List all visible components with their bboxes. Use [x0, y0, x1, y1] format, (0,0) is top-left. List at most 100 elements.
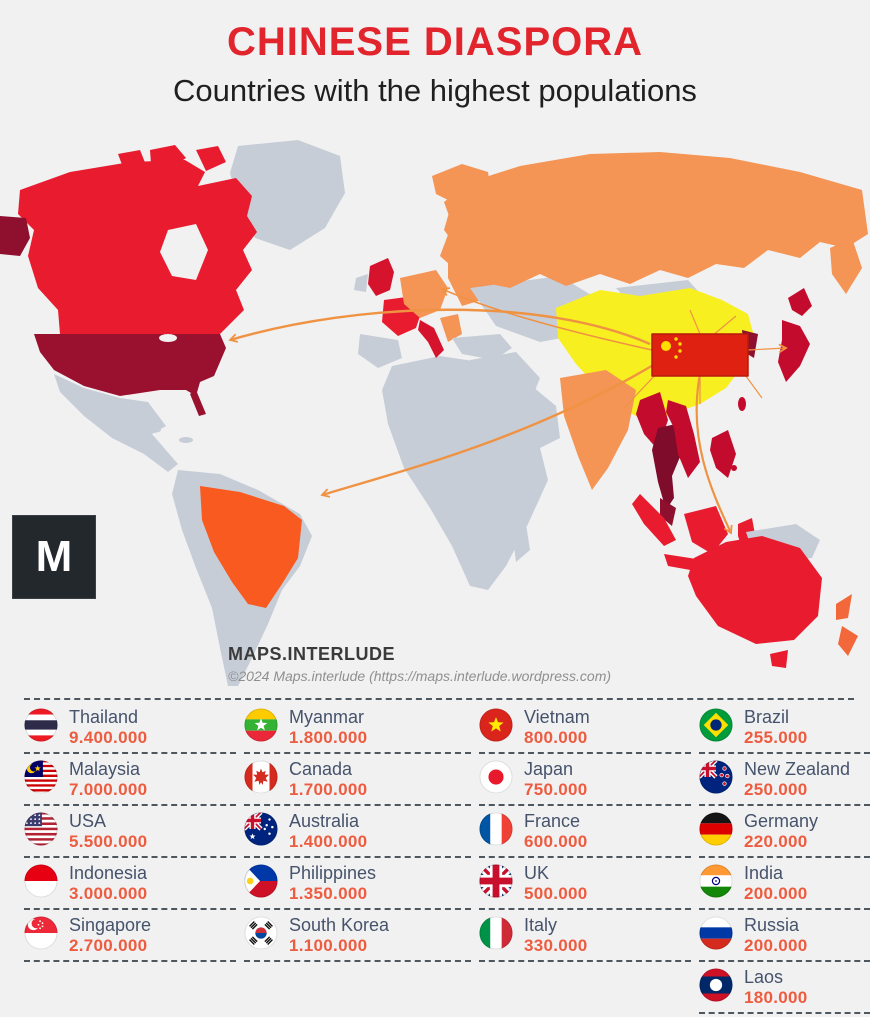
- map-region-alaska: [0, 216, 30, 256]
- country-value: 1.800.000: [289, 727, 368, 747]
- laos-flag-icon: [699, 967, 733, 1007]
- map-region-central-europe: [400, 270, 448, 318]
- country-name: South Korea: [289, 914, 390, 935]
- map-region-middle-east: [470, 352, 540, 420]
- legend-item: Vietnam 800.000: [479, 702, 691, 754]
- legend-item: Thailand 9.400.000: [24, 702, 236, 754]
- country-name: India: [744, 862, 784, 883]
- country-name: Vietnam: [524, 706, 590, 727]
- map-country-russia: [440, 152, 868, 294]
- country-value: 9.400.000: [69, 727, 148, 747]
- map-country-uk: [368, 258, 394, 296]
- country-name: Thailand: [69, 706, 139, 727]
- country-name: Malaysia: [69, 758, 141, 779]
- page-title: CHINESE DIASPORA: [226, 20, 644, 64]
- legend-item: Malaysia 7.000.000: [24, 754, 236, 806]
- legend-item: Germany 220.000: [699, 806, 870, 858]
- map-country-canada: [18, 145, 257, 334]
- country-value: 330.000: [524, 935, 588, 955]
- legend-item: Brazil 255.000: [699, 702, 870, 754]
- germany-flag-icon: [699, 811, 733, 851]
- france-flag-icon: [479, 811, 513, 851]
- legend-item: France 600.000: [479, 806, 691, 858]
- legend-item: India 200.000: [699, 858, 870, 910]
- legend-item: Singapore 2.700.000: [24, 910, 236, 962]
- india-flag-icon: [699, 863, 733, 903]
- migration-arrows: [228, 287, 788, 535]
- usa-flag-icon: [24, 811, 58, 851]
- japan-flag-icon: [479, 759, 513, 799]
- legend-grid: Thailand 9.400.000 Myanmar 1.800.000 Vietnam…: [24, 702, 870, 1014]
- country-value: 2.700.000: [69, 935, 148, 955]
- legend-item: UK 500.000: [479, 858, 691, 910]
- page-subtitle: Countries with the highest populations: [173, 73, 697, 108]
- china-flag-marker: [651, 333, 749, 377]
- philippines-flag-icon: [244, 863, 278, 903]
- thailand-flag-icon: [24, 707, 58, 747]
- country-value: 5.500.000: [69, 831, 148, 851]
- country-value: 1.350.000: [289, 883, 368, 903]
- legend-top-divider: [24, 698, 854, 700]
- vietnam-flag-icon: [479, 707, 513, 747]
- legend-item: USA 5.500.000: [24, 806, 236, 858]
- country-value: 200.000: [744, 883, 808, 903]
- map-country-australia: [688, 536, 822, 668]
- map-region-iberia: [358, 334, 402, 368]
- map-country-usa: [34, 334, 226, 416]
- legend-item: Indonesia 3.000.000: [24, 858, 236, 910]
- country-value: 250.000: [744, 779, 808, 799]
- country-name: Italy: [524, 914, 558, 935]
- country-value: 7.000.000: [69, 779, 148, 799]
- russia-flag-icon: [699, 915, 733, 955]
- country-value: 500.000: [524, 883, 588, 903]
- country-name: USA: [69, 810, 107, 831]
- legend-item: Italy 330.000: [479, 910, 691, 962]
- country-value: 1.400.000: [289, 831, 368, 851]
- country-name: New Zealand: [744, 758, 851, 779]
- singapore-flag-icon: [24, 915, 58, 955]
- attribution-copyright: ©2024 Maps.interlude (https://maps.inter…: [228, 668, 612, 684]
- map-country-new-zealand: [836, 594, 858, 656]
- legend-item: Canada 1.700.000: [244, 754, 471, 806]
- maps-interlude-logo: M: [12, 515, 96, 599]
- myanmar-flag-icon: [244, 707, 278, 747]
- indonesia-flag-icon: [24, 863, 58, 903]
- country-value: 1.700.000: [289, 779, 368, 799]
- map-region-africa: [382, 356, 560, 590]
- country-value: 180.000: [744, 987, 808, 1007]
- country-name: Philippines: [289, 862, 377, 883]
- uk-flag-icon: [479, 863, 513, 903]
- map-country-brazil: [200, 486, 302, 608]
- malaysia-flag-icon: [24, 759, 58, 799]
- country-value: 3.000.000: [69, 883, 148, 903]
- legend-item: Australia 1.400.000: [244, 806, 471, 858]
- country-name: Singapore: [69, 914, 152, 935]
- brazil-flag-icon: [699, 707, 733, 747]
- legend-empty-cell: [244, 962, 471, 1012]
- map-region-central-america: [54, 374, 178, 472]
- country-value: 1.100.000: [289, 935, 368, 955]
- country-value: 220.000: [744, 831, 808, 851]
- canada-flag-icon: [244, 759, 278, 799]
- country-value: 750.000: [524, 779, 588, 799]
- great-lakes: [159, 334, 177, 342]
- new-zealand-flag-icon: [699, 759, 733, 799]
- map-region-balkans: [440, 314, 462, 342]
- world-map: [0, 138, 870, 698]
- country-name: Germany: [744, 810, 819, 831]
- legend-empty-cell: [479, 962, 691, 1012]
- header: CHINESE DIASPORA Countries with the high…: [0, 0, 870, 109]
- legend-empty-cell: [24, 962, 236, 1012]
- south-korea-flag-icon: [244, 915, 278, 955]
- country-name: Indonesia: [69, 862, 148, 883]
- country-value: 200.000: [744, 935, 808, 955]
- attribution: MAPS.INTERLUDE ©2024 Maps.interlude (htt…: [228, 644, 611, 684]
- country-name: Brazil: [744, 706, 790, 727]
- hudson-bay: [160, 224, 208, 280]
- australia-flag-icon: [244, 811, 278, 851]
- map-country-italy: [418, 320, 444, 358]
- legend-item: Japan 750.000: [479, 754, 691, 806]
- country-name: UK: [524, 862, 550, 883]
- legend-item: New Zealand 250.000: [699, 754, 870, 806]
